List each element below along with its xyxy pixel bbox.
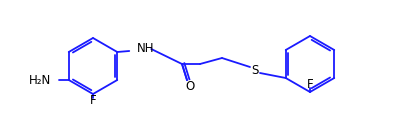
Text: O: O [185,80,195,92]
Text: NH: NH [137,41,155,55]
Text: F: F [90,95,96,107]
Text: H₂N: H₂N [28,73,51,86]
Text: S: S [251,64,259,76]
Text: F: F [307,78,313,92]
